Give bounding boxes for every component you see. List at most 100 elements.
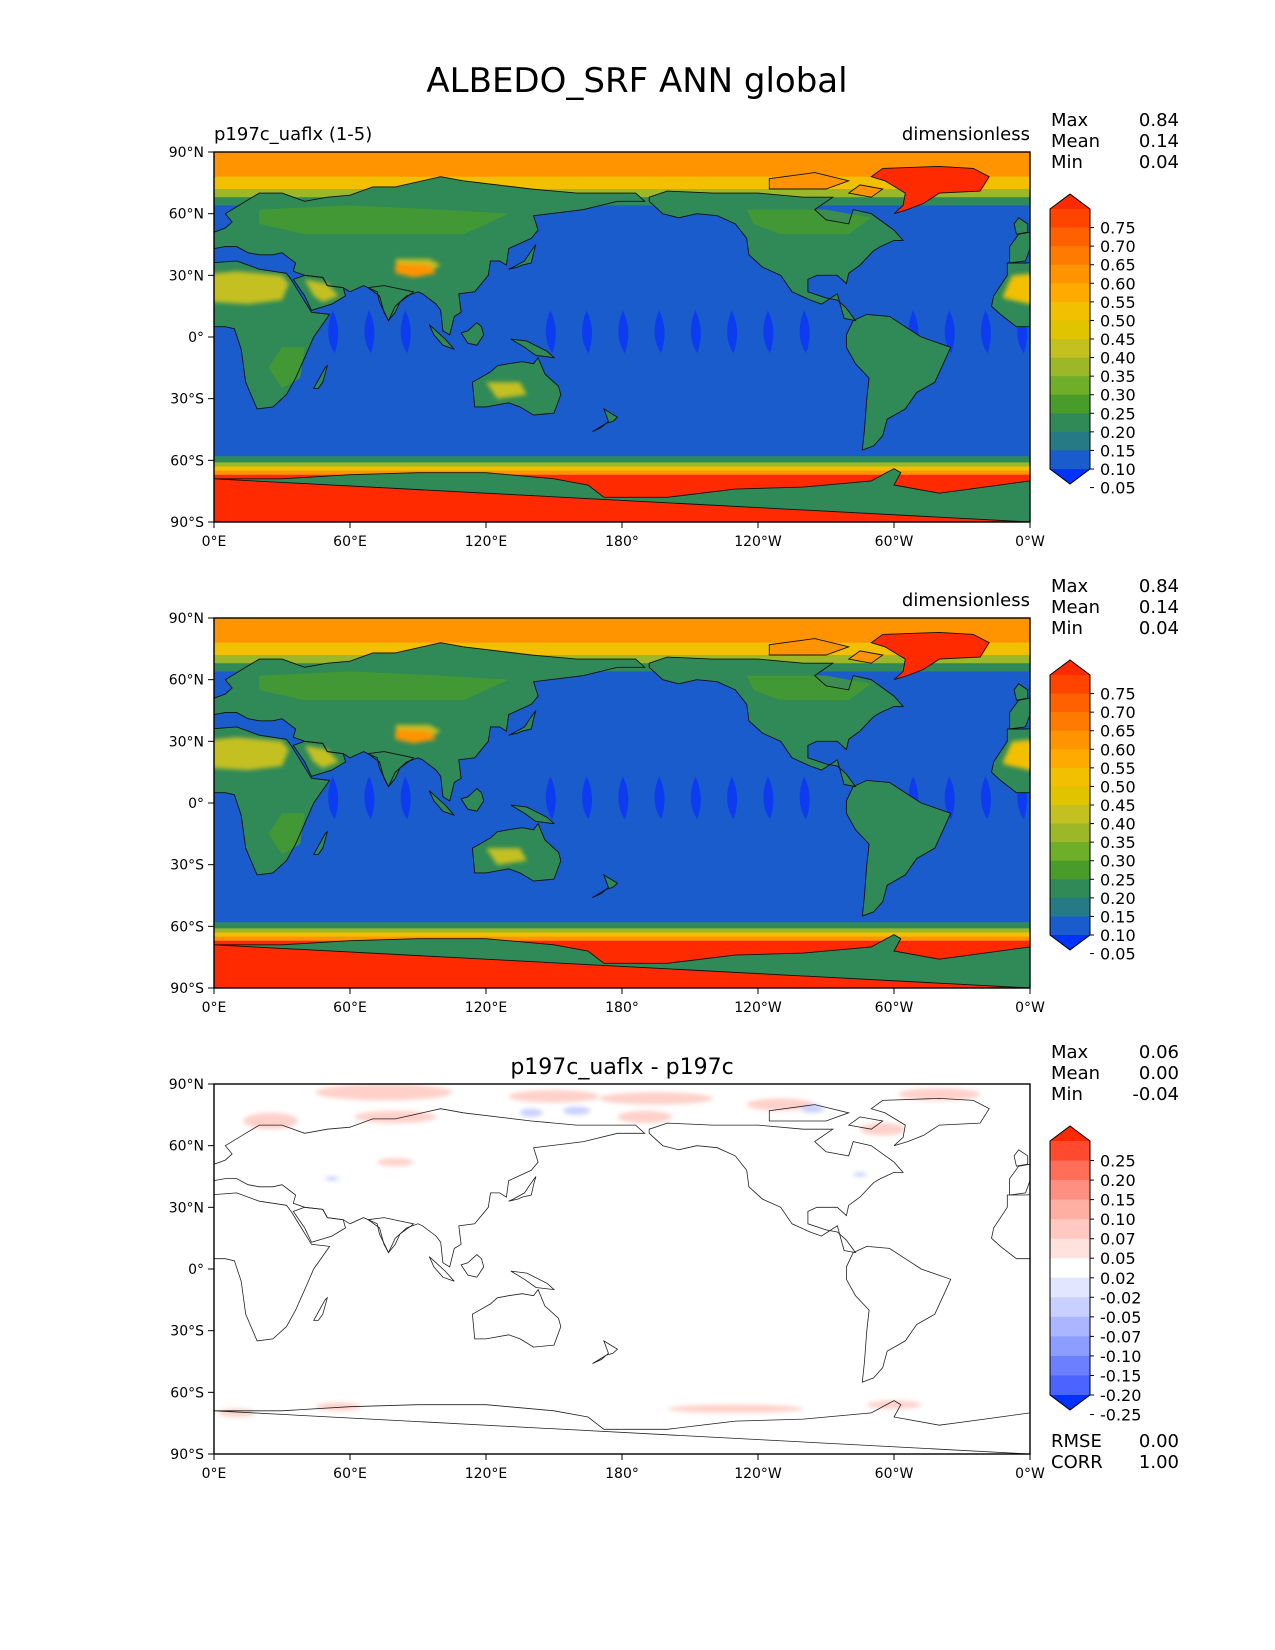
colorbar-tick-label: 0.15	[1100, 441, 1136, 460]
stat-label-min: Min	[1051, 1084, 1083, 1105]
desert-area	[214, 271, 289, 305]
coastline	[313, 1296, 329, 1321]
stat-label-corr: CORR	[1051, 1452, 1103, 1473]
x-tick-label: 120°E	[465, 1466, 508, 1482]
land-area	[214, 468, 1030, 522]
y-tick-label: 60°S	[170, 453, 204, 469]
colorbar-segment	[1050, 660, 1090, 675]
negative-anomaly	[853, 1172, 867, 1177]
x-tick-label: 0°W	[1015, 1000, 1045, 1016]
colorbar-tick-label: 0.15	[1100, 907, 1136, 926]
colorbar-segment	[1050, 301, 1090, 322]
latitude-band	[214, 462, 1030, 469]
coastline	[1009, 231, 1030, 264]
colorbar-segment	[1050, 194, 1090, 209]
stat-label-min: Min	[1051, 152, 1083, 173]
ocean-low-albedo-patch	[763, 776, 774, 820]
positive-anomaly	[316, 1402, 362, 1411]
coastline	[592, 1339, 619, 1364]
colorbar-tick-label: 0.35	[1100, 833, 1136, 852]
land-area	[1245, 325, 1270, 350]
negative-anomaly	[325, 1176, 339, 1181]
x-tick-label: 60°E	[333, 1466, 367, 1482]
y-tick-label: 60°N	[169, 673, 204, 689]
colorbar-tick-label: 0.65	[1100, 722, 1136, 741]
land-area	[0, 173, 33, 189]
land-area	[214, 934, 1030, 988]
colorbar-segment	[1050, 1395, 1090, 1410]
coastline	[1009, 697, 1030, 730]
colorbar-segment	[1050, 1375, 1090, 1396]
tibet-area	[1211, 263, 1252, 277]
coastline	[845, 313, 952, 451]
colorbar-segment	[1050, 1355, 1090, 1377]
x-tick-label: 60°E	[333, 1000, 367, 1016]
negative-anomaly	[563, 1106, 591, 1115]
land-area	[461, 788, 484, 812]
y-tick-label: 90°N	[169, 1077, 204, 1093]
ocean-low-albedo-patch	[328, 776, 339, 820]
coastline	[366, 751, 415, 788]
colorbar-segment	[1050, 842, 1090, 862]
colorbar-segment	[1050, 1316, 1090, 1337]
stat-label-mean: Mean	[1051, 131, 1100, 152]
ocean-low-albedo-patch	[400, 310, 411, 354]
map-background	[214, 1084, 1030, 1454]
coastline	[508, 710, 537, 736]
ocean-low-albedo-patch	[545, 776, 556, 820]
coastline	[510, 804, 556, 825]
arctic-snow	[0, 173, 33, 189]
colorbar-segment	[1050, 376, 1090, 396]
desert-area	[486, 382, 527, 399]
stat-label-max: Max	[1051, 110, 1089, 131]
ocean-low-albedo-patch	[727, 776, 738, 820]
coastline	[214, 726, 331, 876]
coastline	[367, 1217, 415, 1254]
coastline	[471, 356, 562, 416]
ocean-low-albedo-patch	[727, 310, 738, 354]
x-tick-label: 120°W	[734, 1466, 782, 1482]
land-area	[846, 780, 951, 917]
positive-anomaly	[508, 1090, 600, 1103]
colorbar-segment	[1050, 1258, 1090, 1279]
coastline	[33, 1117, 67, 1129]
vegetation-area	[259, 205, 509, 235]
stat-value-mean: 0.14	[1139, 597, 1179, 618]
vegetation-area	[259, 671, 509, 701]
colorbar-tick-label: 0.05	[1100, 1249, 1136, 1268]
colorbar-tick-label: 0.30	[1100, 386, 1136, 405]
colorbar-segment	[1050, 935, 1090, 950]
coastline	[1245, 791, 1270, 816]
negative-anomaly	[520, 1108, 543, 1117]
difference-anomalies	[218, 1084, 981, 1417]
coastlines	[0, 631, 1270, 988]
x-tick-label: 0°E	[202, 534, 227, 550]
colorbar-segment	[1050, 1141, 1090, 1162]
y-tick-label: 0°	[188, 796, 204, 812]
ocean-low-albedo-patch	[618, 310, 629, 354]
stat-label-min: Min	[1051, 618, 1083, 639]
coastline	[1245, 1257, 1270, 1282]
panel-units: dimensionless	[902, 124, 1030, 145]
x-tick-label: 180°	[605, 534, 639, 550]
colorbar-segment	[1050, 264, 1090, 284]
stat-value-mean: 0.14	[1139, 131, 1179, 152]
colorbar-segment	[1050, 786, 1090, 806]
x-tick-label: 0°W	[1015, 534, 1045, 550]
tibet-area	[395, 263, 437, 278]
positive-anomaly	[243, 1112, 298, 1130]
coastline	[508, 1176, 537, 1202]
coastline	[592, 407, 619, 433]
coastline	[366, 285, 415, 322]
ocean-low-albedo-patch	[980, 776, 992, 820]
stat-value-max: 0.06	[1139, 1042, 1179, 1063]
coastline	[648, 656, 905, 788]
ocean-low-albedo-patch	[799, 310, 810, 354]
coastline	[1245, 325, 1270, 350]
desert-fill	[214, 724, 1030, 865]
ocean-low-albedo-patch	[980, 310, 992, 354]
coastline	[214, 480, 215, 522]
coastline	[0, 657, 87, 787]
ocean-low-albedo-patch	[364, 776, 375, 820]
y-tick-label: 60°N	[169, 207, 204, 223]
